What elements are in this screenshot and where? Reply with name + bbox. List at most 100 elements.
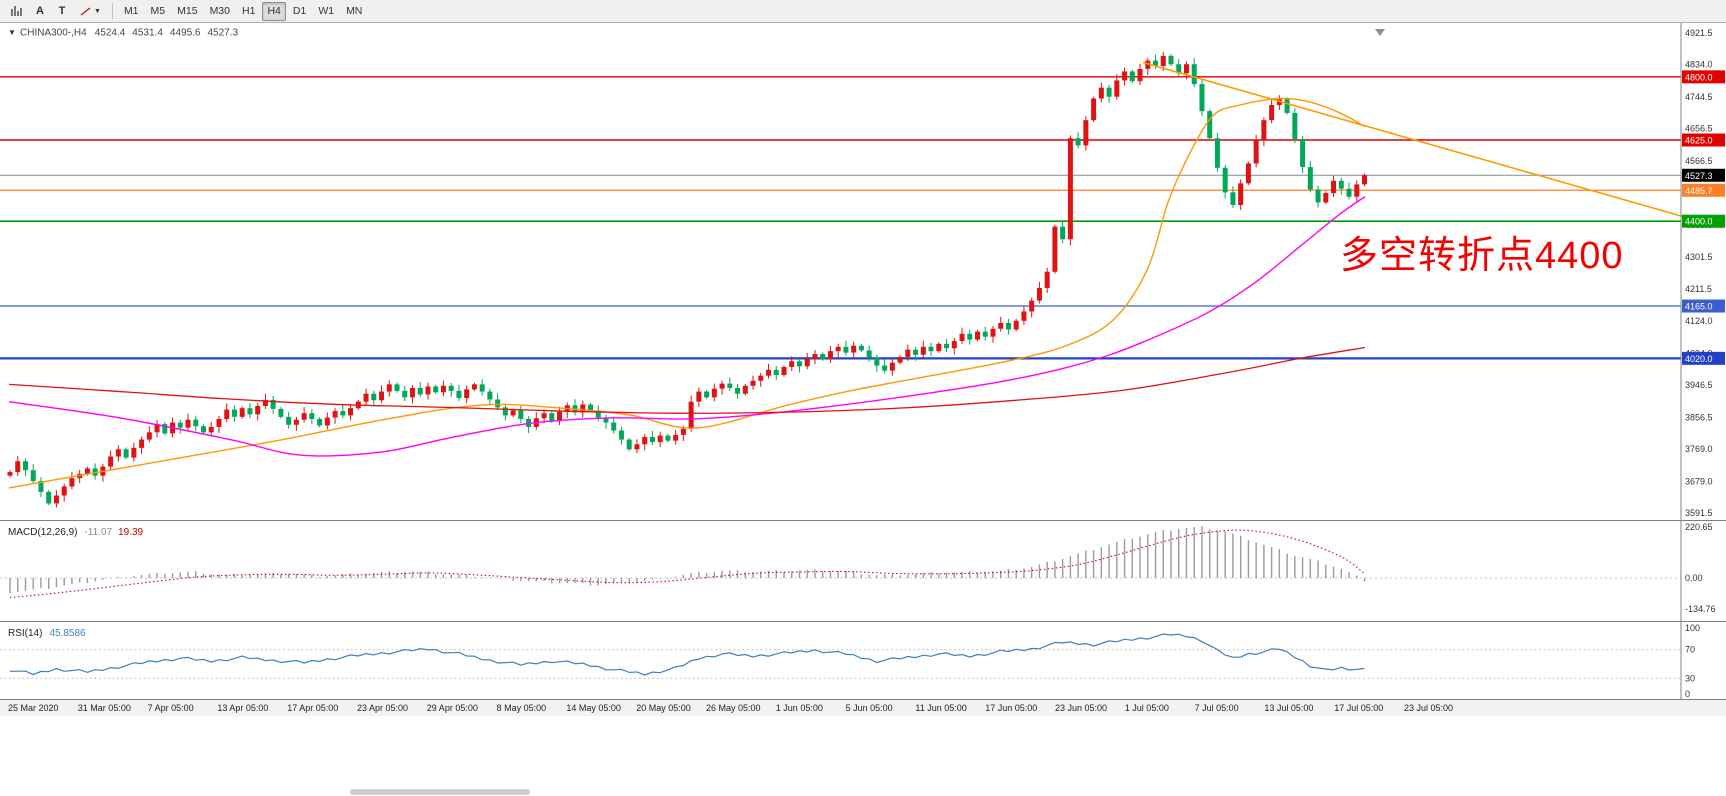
candle-body [727, 383, 733, 388]
candle-body [1114, 80, 1120, 97]
toolbar-separator [111, 3, 113, 19]
candle-body [146, 432, 152, 440]
candle-body [580, 404, 586, 413]
candle-body [471, 384, 477, 390]
candle-body [990, 328, 996, 337]
candle-body [286, 416, 292, 425]
rsi-line [9, 633, 1365, 676]
time-axis-label: 7 Apr 05:00 [148, 703, 194, 713]
macd-axis-tick: 0.00 [1685, 573, 1703, 583]
candle-body [936, 343, 942, 352]
price-tick: 4656.5 [1685, 124, 1713, 134]
timeframe-button-h4[interactable]: H4 [262, 1, 286, 21]
candle-body [379, 391, 385, 401]
candle-body [239, 408, 245, 417]
time-axis-label: 25 Mar 2020 [8, 703, 59, 713]
rsi-title: RSI(14) [8, 628, 42, 639]
candle-body [882, 365, 888, 371]
candle-body [448, 385, 454, 391]
price-tick: 4921.5 [1685, 28, 1713, 38]
price-badge-4020.0: 4020.0 [1682, 351, 1725, 365]
annotate-a-button[interactable]: A [36, 5, 44, 17]
candle-body [1083, 120, 1089, 146]
time-axis-label: 29 Apr 05:00 [427, 703, 478, 713]
bottom-scrollbar-thumb[interactable] [350, 789, 530, 795]
candle-body [479, 384, 485, 392]
candle-body [1323, 193, 1329, 203]
candle-body [1060, 226, 1066, 240]
candle-body [53, 495, 59, 504]
candle-body [711, 388, 717, 398]
candle-body [944, 343, 950, 349]
ma-magenta [8, 196, 1366, 457]
candle-body [541, 413, 547, 419]
time-axis-label: 13 Apr 05:00 [217, 703, 268, 713]
price-tick: 3769.0 [1685, 444, 1713, 454]
candle-body [742, 385, 748, 394]
candle-body [38, 481, 44, 492]
rsi-axis-tick: 70 [1685, 645, 1695, 655]
trendline[interactable] [1142, 61, 1723, 229]
candle-body [766, 369, 772, 376]
price-tick: 4744.5 [1685, 92, 1713, 102]
timeframe-button-m1[interactable]: M1 [123, 5, 139, 17]
time-axis-label: 31 Mar 05:00 [78, 703, 131, 713]
candle-body [827, 351, 833, 360]
timeframe-button-d1[interactable]: D1 [292, 5, 307, 17]
candle-body [1222, 167, 1228, 193]
candle-body [657, 435, 663, 443]
candle-body [851, 345, 857, 353]
timeframe-button-m15[interactable]: M15 [177, 5, 198, 17]
timeframe-button-m30[interactable]: M30 [209, 5, 230, 17]
annotation-text[interactable]: 多空转折点4400 [1340, 235, 1624, 277]
candle-body [340, 411, 346, 416]
candle-body [1199, 84, 1205, 112]
candle-body [1331, 180, 1337, 194]
chart-ohlc-header: CHINA300-,H4 4524.4 4531.4 4495.6 4527.3 [20, 28, 239, 39]
chart-shift-marker[interactable] [1375, 29, 1385, 36]
text-tool-button[interactable]: T [58, 5, 66, 17]
time-axis-label: 8 May 05:00 [497, 703, 547, 713]
candle-body [231, 409, 237, 417]
chart-symbol-dropdown-icon[interactable]: ▼ [8, 28, 16, 37]
timeframe-button-m5[interactable]: M5 [150, 5, 166, 17]
symbol-period-label: CHINA300-,H4 [20, 28, 87, 39]
candle-body [1261, 120, 1267, 141]
candle-body [1153, 60, 1159, 67]
candle-body [665, 435, 671, 441]
candle-body [247, 408, 253, 415]
candle-body [255, 405, 261, 415]
candle-body [595, 410, 601, 418]
time-axis-label: 23 Apr 05:00 [357, 703, 408, 713]
charts-icon[interactable] [4, 2, 28, 21]
macd-signal-line [9, 529, 1365, 599]
time-axis-label: 5 Jun 05:00 [846, 703, 893, 713]
timeframe-button-mn[interactable]: MN [346, 5, 363, 17]
candle-body [1021, 311, 1027, 321]
line-tools-dropdown[interactable]: ▼ [74, 2, 106, 21]
candle-body [139, 439, 145, 448]
macd-label: MACD(12,26,9) -11.07 19.39 [8, 527, 144, 538]
trendline-layer[interactable] [1142, 61, 1723, 229]
candle-body [642, 437, 648, 445]
price-tick: 4124.0 [1685, 316, 1713, 326]
candle-body [1338, 180, 1344, 189]
macd-panel: 220.65 0.00 -134.76 [0, 522, 1716, 614]
svg-text:4485.7: 4485.7 [1685, 186, 1713, 196]
rsi-panel: 100 70 30 0 [0, 623, 1700, 699]
timeframe-button-h1[interactable]: H1 [242, 5, 256, 17]
toolbar: A T ▼ M1 M5 M15 M30 H1 H4 D1 W1 MN [0, 0, 1726, 23]
horizontal-level-lines[interactable] [0, 76, 1681, 360]
timeframe-button-w1[interactable]: W1 [318, 5, 335, 17]
candle-body [518, 410, 524, 419]
candle-body [773, 369, 779, 375]
candle-body [1207, 111, 1213, 139]
candle-body [332, 411, 338, 418]
candle-body [1052, 226, 1058, 272]
time-axis[interactable] [0, 700, 1726, 716]
chevron-down-icon: ▼ [94, 7, 101, 15]
candle-body [1036, 287, 1042, 301]
moving-averages [8, 97, 1366, 489]
time-axis-label: 17 Jul 05:00 [1334, 703, 1383, 713]
